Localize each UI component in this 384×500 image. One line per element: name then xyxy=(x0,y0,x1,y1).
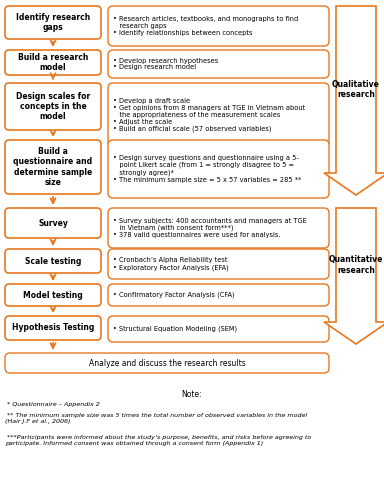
FancyBboxPatch shape xyxy=(5,316,101,340)
FancyBboxPatch shape xyxy=(108,208,329,248)
Text: Qualitative
research: Qualitative research xyxy=(332,80,380,99)
FancyBboxPatch shape xyxy=(5,249,101,273)
FancyBboxPatch shape xyxy=(5,6,101,39)
FancyBboxPatch shape xyxy=(5,208,101,238)
Text: • Cronbach’s Alpha Reliability test
• Exploratory Factor Analysis (EFA): • Cronbach’s Alpha Reliability test • Ex… xyxy=(113,257,229,271)
Text: • Structural Equation Modeling (SEM): • Structural Equation Modeling (SEM) xyxy=(113,326,237,332)
Text: Design scales for
concepts in the
model: Design scales for concepts in the model xyxy=(16,92,90,122)
Text: Build a research
model: Build a research model xyxy=(18,53,88,72)
Text: Hypothesis Testing: Hypothesis Testing xyxy=(12,324,94,332)
Text: • Research articles, textbooks, and monographs to find
   research gaps
• Identi: • Research articles, textbooks, and mono… xyxy=(113,16,298,36)
FancyBboxPatch shape xyxy=(5,353,329,373)
FancyBboxPatch shape xyxy=(108,316,329,342)
Polygon shape xyxy=(324,6,384,195)
Text: ***Participants were informed about the study’s purpose, benefits, and risks bef: ***Participants were informed about the … xyxy=(5,435,311,446)
Text: * Questionnaire – Appendix 2: * Questionnaire – Appendix 2 xyxy=(5,402,100,407)
Polygon shape xyxy=(324,208,384,344)
FancyBboxPatch shape xyxy=(108,50,329,78)
Text: • Survey subjects: 400 accountants and managers at TGE
   in Vietnam (with conse: • Survey subjects: 400 accountants and m… xyxy=(113,218,307,238)
Text: • Develop research hypotheses
• Design research model: • Develop research hypotheses • Design r… xyxy=(113,58,218,70)
Text: Identify research
gaps: Identify research gaps xyxy=(16,13,90,32)
FancyBboxPatch shape xyxy=(108,249,329,279)
Text: • Confirmatory Factor Analysis (CFA): • Confirmatory Factor Analysis (CFA) xyxy=(113,292,235,298)
Text: • Design survey questions and questionnaire using a 5-
   point Likert scale (fr: • Design survey questions and questionna… xyxy=(113,155,301,183)
Text: Build a
questionnaire and
determine sample
size: Build a questionnaire and determine samp… xyxy=(13,147,93,187)
Text: Quantitative
research: Quantitative research xyxy=(329,256,383,274)
Text: Survey: Survey xyxy=(38,218,68,228)
Text: Model testing: Model testing xyxy=(23,290,83,300)
Text: Analyze and discuss the research results: Analyze and discuss the research results xyxy=(89,358,245,368)
FancyBboxPatch shape xyxy=(5,83,101,130)
FancyBboxPatch shape xyxy=(5,50,101,75)
FancyBboxPatch shape xyxy=(108,140,329,198)
FancyBboxPatch shape xyxy=(108,6,329,46)
Text: Scale testing: Scale testing xyxy=(25,256,81,266)
Text: Note:: Note: xyxy=(182,390,202,399)
FancyBboxPatch shape xyxy=(108,284,329,306)
Text: ** The minimum sample size was 5 times the total number of observed variables in: ** The minimum sample size was 5 times t… xyxy=(5,413,307,424)
FancyBboxPatch shape xyxy=(5,140,101,194)
FancyBboxPatch shape xyxy=(108,83,329,147)
FancyBboxPatch shape xyxy=(5,284,101,306)
Text: • Develop a draft scale
• Get opinions from 8 managers at TGE in Vietnam about
 : • Develop a draft scale • Get opinions f… xyxy=(113,98,305,132)
